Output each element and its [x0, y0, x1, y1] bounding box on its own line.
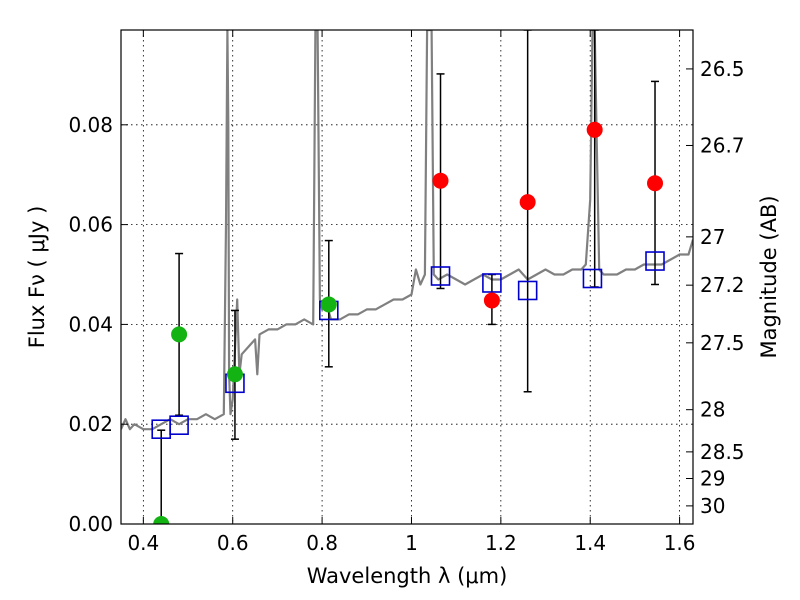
model-flux-square — [645, 251, 665, 271]
y-tick-label: 0.02 — [68, 412, 113, 436]
mag-tick-label: 27.2 — [700, 273, 745, 297]
red-flux-point — [519, 194, 536, 211]
mag-tick-label: 27 — [700, 225, 725, 249]
model-flux-square — [169, 415, 189, 436]
mag-tick-label: 27.5 — [700, 331, 745, 355]
x-tick-label: 1 — [405, 531, 418, 555]
model-flux-square — [517, 280, 538, 301]
x-tick-label: 1.4 — [574, 531, 606, 555]
spectrum-line — [121, 30, 693, 431]
mag-tick-label: 26.7 — [700, 133, 745, 157]
x-tick-label: 1.6 — [664, 531, 696, 555]
x-tick-label: 0.6 — [217, 531, 249, 555]
red-flux-point — [647, 175, 664, 192]
model-flux-square — [582, 268, 603, 289]
x-tick-label: 0.8 — [306, 531, 338, 555]
y2-axis-label: Magnitude (AB) — [757, 195, 781, 358]
mag-tick-label: 26.5 — [700, 57, 745, 81]
y-axis-label: Flux Fν ( μJy ) — [25, 206, 49, 349]
green-flux-point — [171, 326, 188, 343]
model-flux-square — [430, 266, 451, 286]
x-axis-label: Wavelength λ (μm) — [307, 564, 508, 588]
y-tick-label: 0.00 — [68, 512, 113, 536]
y-tick-label: 0.04 — [68, 312, 113, 336]
red-flux-point — [586, 121, 603, 138]
x-tick-label: 0.4 — [127, 531, 159, 555]
red-flux-point — [432, 172, 449, 189]
ticks: 0.4 0.6 0.8 1 1.2 1.4 1.6 0.00 0.02 0.04 0.06 0.08 2… — [68, 30, 745, 555]
red-flux-point — [483, 292, 500, 309]
green-flux-point — [153, 516, 170, 524]
mag-tick-label: 28.5 — [700, 440, 745, 464]
y-tick-label: 0.08 — [68, 113, 113, 137]
plot-area — [121, 30, 693, 524]
green-flux-point — [320, 296, 337, 313]
mag-tick-label: 29 — [700, 466, 725, 490]
green-flux-point — [226, 366, 243, 383]
x-tick-label: 1.2 — [485, 531, 517, 555]
mag-tick-label: 30 — [700, 494, 725, 518]
y-tick-label: 0.06 — [68, 213, 113, 237]
model-flux-square — [482, 273, 502, 293]
mag-tick-label: 28 — [700, 398, 725, 422]
plot-frame — [120, 29, 694, 525]
